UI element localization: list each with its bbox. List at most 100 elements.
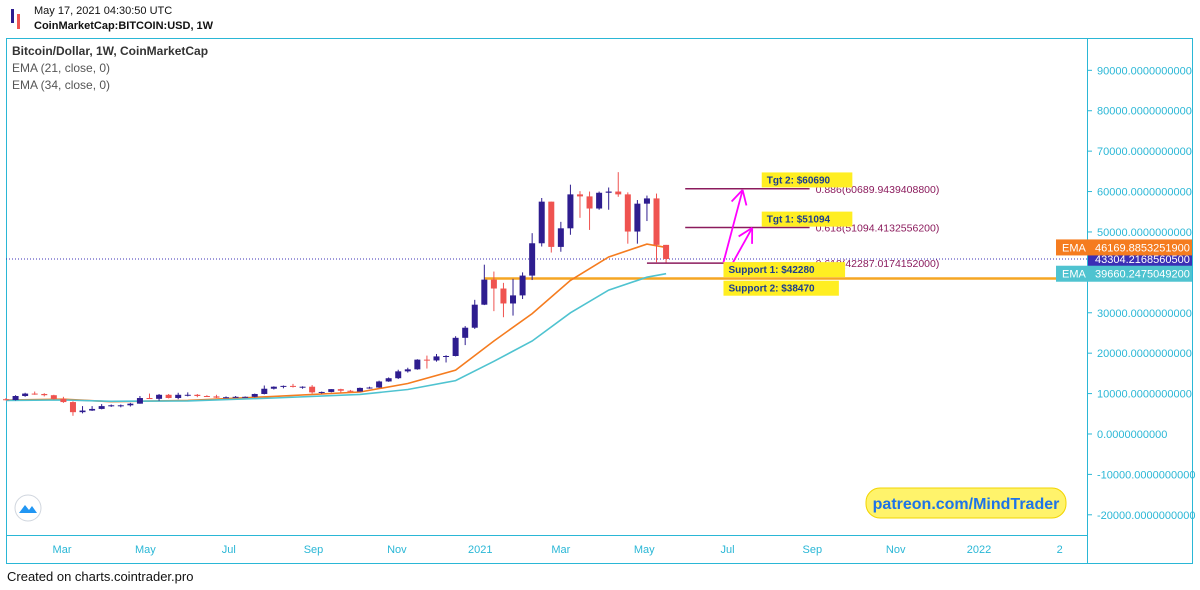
x-tick-label: Mar	[53, 544, 72, 556]
x-tick-label: Mar	[551, 544, 570, 556]
candle-down	[615, 191, 622, 195]
candle-up	[270, 386, 277, 389]
target-arrow-head	[741, 189, 748, 206]
y-tick-label: 60000.0000000000	[1097, 187, 1192, 199]
candle-down	[337, 389, 344, 391]
candle-down	[423, 359, 430, 361]
candle-up	[395, 371, 402, 379]
x-tick-label: Jul	[721, 544, 735, 556]
ema-badge-tag	[1056, 239, 1088, 256]
annotation-tag-text: Tgt 1: $51094	[767, 215, 831, 226]
annotations: 0.886(60689.9439408800)0.618(51094.41325…	[646, 172, 1192, 296]
chart-logo-icon	[8, 6, 26, 32]
legend-title: Bitcoin/Dollar, 1W, CoinMarketCap	[12, 44, 208, 58]
y-tick-label: 70000.0000000000	[1097, 146, 1192, 158]
ema-value-badge	[1088, 265, 1192, 282]
candle-up	[136, 398, 143, 404]
tradingview-logo-icon	[14, 494, 42, 522]
chart-frame	[6, 38, 1193, 564]
candle-up	[452, 337, 459, 356]
plot-area	[3, 172, 1087, 416]
footer-credit: Created on charts.cointrader.pro	[7, 569, 194, 584]
annotation-tag-text: Support 2: $38470	[728, 284, 815, 295]
y-tick-label: 10000.0000000000	[1097, 389, 1192, 401]
price-chart[interactable]: 90000.0000000000 80000.0000000000 70000.00…	[0, 0, 1200, 565]
time-axis: Mar May Jul Sep Nov 2021 Mar May Jul Sep Nov 2022 2	[53, 544, 1063, 556]
candle-up	[261, 388, 268, 394]
x-tick-label: Sep	[803, 544, 823, 556]
candle-down	[3, 399, 9, 401]
annotation-tag-text: Tgt 2: $60690	[767, 175, 831, 186]
y-tick-label: 30000.0000000000	[1097, 308, 1192, 320]
candle-up	[366, 387, 373, 389]
price-axis: 90000.0000000000 80000.0000000000 70000.00…	[1087, 65, 1195, 522]
candle-up	[567, 194, 574, 229]
candle-up	[538, 201, 545, 244]
candle-down	[31, 393, 38, 395]
x-tick-label: 2022	[967, 544, 991, 556]
candle-up	[356, 387, 363, 392]
candle-down	[41, 393, 48, 396]
ema-value-label: 39660.2475049200	[1095, 269, 1190, 281]
candle-up	[404, 369, 411, 372]
candle-up	[79, 410, 86, 413]
candle-down	[663, 244, 670, 260]
candle-up	[643, 198, 650, 204]
y-tick-label: 90000.0000000000	[1097, 65, 1192, 77]
fib-level-label: 0.618(42287.0174152000)	[816, 258, 940, 270]
candle-up	[414, 359, 421, 370]
x-tick-label: Nov	[387, 544, 407, 556]
y-tick-label: 0.0000000000	[1097, 429, 1167, 441]
candle-up	[529, 243, 536, 276]
candle-down	[194, 394, 201, 397]
watermark-badge: patreon.com/MindTrader	[865, 487, 1067, 519]
candle-up	[385, 378, 392, 382]
candle-up	[184, 394, 191, 396]
candle-down	[624, 194, 631, 232]
candle-down	[653, 198, 660, 245]
candle-down	[69, 402, 76, 413]
ema-value-label: 46169.8853251900	[1095, 242, 1190, 254]
annotation-tag-bg	[723, 280, 839, 296]
x-tick-label: 2	[1057, 544, 1063, 556]
target-arrow-head	[738, 227, 753, 238]
ema-value-badge	[1088, 239, 1192, 256]
candle-down	[500, 288, 507, 304]
candle-down	[60, 398, 67, 403]
candle-up	[328, 389, 335, 392]
x-tick-label: Nov	[886, 544, 906, 556]
candle-up	[471, 304, 478, 328]
x-tick-label: 2021	[468, 544, 492, 556]
candle-up	[443, 355, 450, 357]
ema-badge-tag	[1056, 265, 1088, 282]
candle-up	[242, 396, 249, 398]
candle-up	[462, 327, 469, 338]
watermark-text: patreon.com/MindTrader	[873, 496, 1060, 513]
candle-down	[586, 196, 593, 209]
candle-up	[634, 203, 641, 232]
annotation-tag-bg	[723, 262, 846, 278]
candle-down	[50, 395, 57, 399]
target-arrow-line	[732, 227, 753, 263]
candle-down	[203, 396, 210, 398]
candle-up	[127, 403, 134, 406]
candle-up	[299, 386, 306, 388]
y-tick-label: -10000.0000000000	[1097, 469, 1195, 481]
candle-up	[223, 397, 230, 399]
legend-ema-21: EMA (21, close, 0)	[12, 61, 110, 75]
candle-down	[576, 194, 583, 197]
ema-badge-tag-text: EMA	[1062, 269, 1087, 281]
annotation-tag-bg	[761, 172, 853, 188]
target-arrow-line	[722, 189, 744, 263]
annotation-tag-bg	[761, 211, 853, 227]
candle-up	[605, 191, 612, 193]
candle-up	[98, 406, 105, 409]
candle-up	[251, 393, 258, 397]
candle-up	[117, 405, 124, 407]
candle-up	[481, 279, 488, 305]
candle-up	[510, 295, 517, 304]
y-tick-label: 20000.0000000000	[1097, 348, 1192, 360]
candle-down	[490, 279, 497, 289]
ema-34-line	[5, 272, 667, 403]
header-symbol: CoinMarketCap:BITCOIN:USD, 1W	[34, 20, 214, 32]
